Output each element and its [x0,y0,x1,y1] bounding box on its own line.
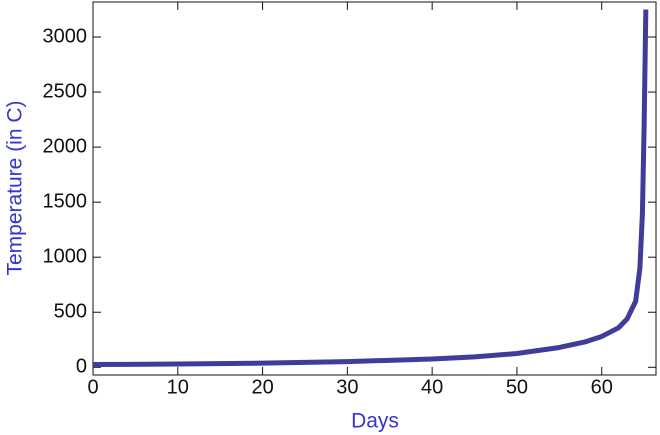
x-tick-label: 20 [251,376,273,398]
plot-frame [92,1,657,376]
y-tick-label: 0 [76,356,87,378]
y-tick-label: 1000 [43,245,88,267]
y-tick-label: 2500 [43,80,88,102]
y-tick-label: 1500 [43,190,88,212]
y-tick-label: 3000 [43,25,88,47]
y-tick-label: 500 [54,301,87,323]
x-tick-label: 0 [87,376,98,398]
y-axis-label: Temperature (in C) [4,100,27,275]
x-tick-label: 60 [591,376,613,398]
data-line [92,9,649,368]
x-tick-label: 10 [167,376,189,398]
y-tick-label: 2000 [43,135,88,157]
x-tick-label: 30 [336,376,358,398]
x-tick-label: 40 [421,376,443,398]
x-tick-label: 50 [506,376,528,398]
x-axis-label: Days [351,410,399,433]
